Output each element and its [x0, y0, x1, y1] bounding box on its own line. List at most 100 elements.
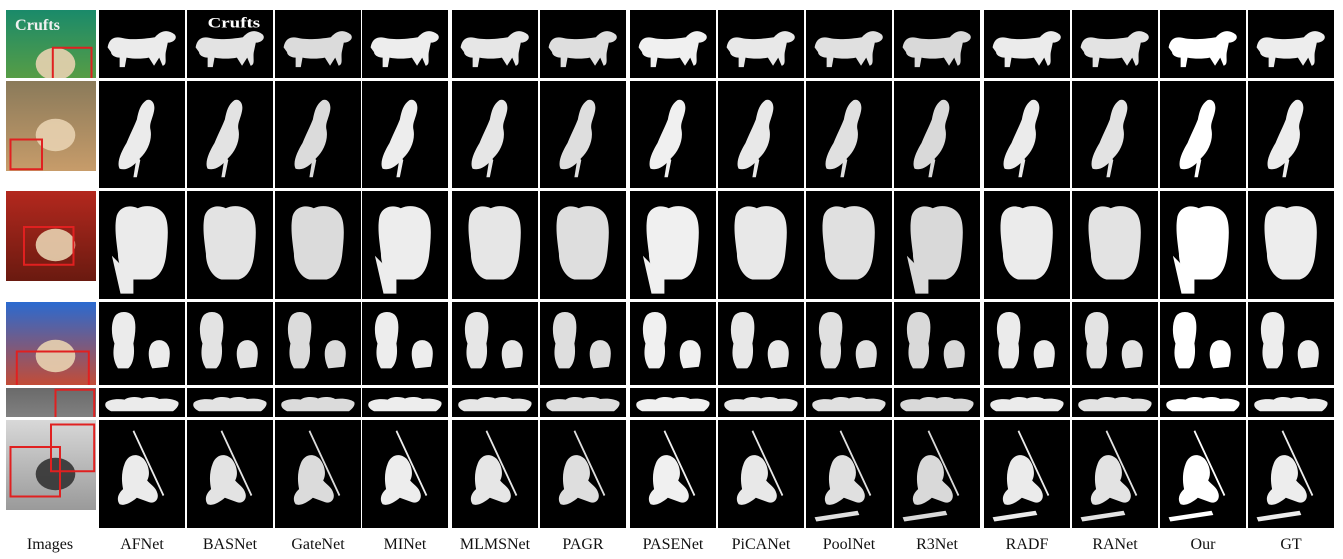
saliency-mask-r3net-dog-on-chair [894, 191, 980, 299]
saliency-mask-ranet-dog-on-chair [1072, 191, 1158, 299]
column-label: Our [1190, 536, 1216, 553]
column-label: Images [26, 536, 74, 553]
mask-text: Crufts [208, 15, 261, 32]
column-label: MLMSNet [459, 536, 531, 553]
saliency-mask-ranet-skier [1072, 420, 1158, 528]
saliency-mask-mlmsnet-bird [452, 81, 538, 188]
saliency-mask-gatenet-dog-on-chair [275, 191, 361, 299]
saliency-mask-basnet-bird [187, 81, 273, 188]
saliency-mask-pagr-dog [540, 10, 626, 78]
saliency-mask-minet-two-dogs [362, 302, 448, 385]
saliency-mask-afnet-animals-group [99, 388, 185, 417]
column-label: BASNet [202, 536, 258, 553]
saliency-mask-gatenet-animals-group [275, 388, 361, 417]
saliency-mask-mlmsnet-dog-on-chair [452, 191, 538, 299]
saliency-mask-pasenet-dog-on-chair [630, 191, 716, 299]
column-label: PoolNet [822, 536, 876, 553]
saliency-mask-pagr-animals-group [540, 388, 626, 417]
saliency-mask-our-skier [1160, 420, 1246, 528]
saliency-mask-basnet-dog-on-chair [187, 191, 273, 299]
saliency-mask-mlmsnet-animals-group [452, 388, 538, 417]
saliency-mask-pasenet-two-dogs [630, 302, 716, 385]
saliency-mask-pasenet-dog [630, 10, 716, 78]
saliency-mask-minet-skier [362, 420, 448, 528]
saliency-mask-r3net-dog [894, 10, 980, 78]
saliency-mask-gt-dog-on-chair [1248, 191, 1334, 299]
saliency-mask-minet-animals-group [362, 388, 448, 417]
column-label: MINet [383, 536, 427, 553]
saliency-mask-picanet-animals-group [718, 388, 804, 417]
highlight-box [56, 390, 95, 417]
saliency-mask-pasenet-bird [630, 81, 716, 188]
saliency-mask-poolnet-dog-on-chair [806, 191, 892, 299]
saliency-mask-gatenet-bird [275, 81, 361, 188]
column-label: R3Net [916, 536, 958, 553]
saliency-mask-gt-two-dogs [1248, 302, 1334, 385]
input-image-dog: Crufts [6, 10, 96, 78]
saliency-mask-mlmsnet-two-dogs [452, 302, 538, 385]
saliency-mask-gatenet-dog [275, 10, 361, 78]
column-label: RANet [1092, 536, 1138, 553]
saliency-mask-radf-skier [984, 420, 1070, 528]
saliency-mask-minet-dog [362, 10, 448, 78]
saliency-mask-ranet-dog [1072, 10, 1158, 78]
saliency-mask-poolnet-two-dogs [806, 302, 892, 385]
saliency-mask-ranet-two-dogs [1072, 302, 1158, 385]
saliency-mask-our-animals-group [1160, 388, 1246, 417]
saliency-mask-radf-animals-group [984, 388, 1070, 417]
saliency-mask-afnet-skier [99, 420, 185, 528]
input-image-bird [6, 81, 96, 188]
saliency-mask-afnet-bird [99, 81, 185, 188]
column-label: RADF [1005, 536, 1049, 553]
saliency-mask-gatenet-skier [275, 420, 361, 528]
saliency-mask-radf-bird [984, 81, 1070, 188]
column-label: PASENet [642, 536, 704, 553]
saliency-mask-poolnet-skier [806, 420, 892, 528]
saliency-mask-minet-bird [362, 81, 448, 188]
saliency-mask-pagr-dog-on-chair [540, 191, 626, 299]
column-label: GT [1280, 536, 1302, 553]
saliency-mask-our-bird [1160, 81, 1246, 188]
saliency-mask-gt-bird [1248, 81, 1334, 188]
saliency-mask-gt-skier [1248, 420, 1334, 528]
saliency-mask-gt-dog [1248, 10, 1334, 78]
saliency-mask-picanet-dog-on-chair [718, 191, 804, 299]
saliency-mask-pasenet-animals-group [630, 388, 716, 417]
saliency-mask-picanet-two-dogs [718, 302, 804, 385]
saliency-mask-our-dog [1160, 10, 1246, 78]
saliency-mask-ranet-animals-group [1072, 388, 1158, 417]
saliency-mask-pasenet-skier [630, 420, 716, 528]
highlight-box [53, 48, 92, 78]
input-image-animals-group [6, 388, 96, 417]
saliency-mask-r3net-skier [894, 420, 980, 528]
saliency-mask-r3net-animals-group [894, 388, 980, 417]
column-label: GateNet [291, 536, 345, 553]
image-text: Crufts [15, 16, 60, 34]
saliency-mask-poolnet-bird [806, 81, 892, 188]
saliency-mask-basnet-skier [187, 420, 273, 528]
column-label: PiCANet [731, 536, 791, 553]
saliency-mask-r3net-bird [894, 81, 980, 188]
saliency-mask-radf-dog-on-chair [984, 191, 1070, 299]
saliency-mask-ranet-bird [1072, 81, 1158, 188]
saliency-mask-mlmsnet-dog [452, 10, 538, 78]
saliency-mask-pagr-two-dogs [540, 302, 626, 385]
highlight-box [24, 227, 74, 265]
column-label: PAGR [562, 536, 604, 553]
saliency-mask-gt-animals-group [1248, 388, 1334, 417]
saliency-mask-picanet-dog [718, 10, 804, 78]
saliency-mask-picanet-skier [718, 420, 804, 528]
input-image-two-dogs [6, 302, 96, 385]
saliency-mask-afnet-dog-on-chair [99, 191, 185, 299]
saliency-mask-basnet-dog: Crufts [187, 10, 273, 78]
input-image-dog-on-chair [6, 191, 96, 299]
saliency-mask-our-two-dogs [1160, 302, 1246, 385]
saliency-mask-radf-dog [984, 10, 1070, 78]
column-label: AFNet [120, 536, 164, 553]
saliency-mask-r3net-two-dogs [894, 302, 980, 385]
saliency-mask-pagr-bird [540, 81, 626, 188]
saliency-mask-pagr-skier [540, 420, 626, 528]
saliency-mask-mlmsnet-skier [452, 420, 538, 528]
highlight-box [11, 447, 61, 497]
